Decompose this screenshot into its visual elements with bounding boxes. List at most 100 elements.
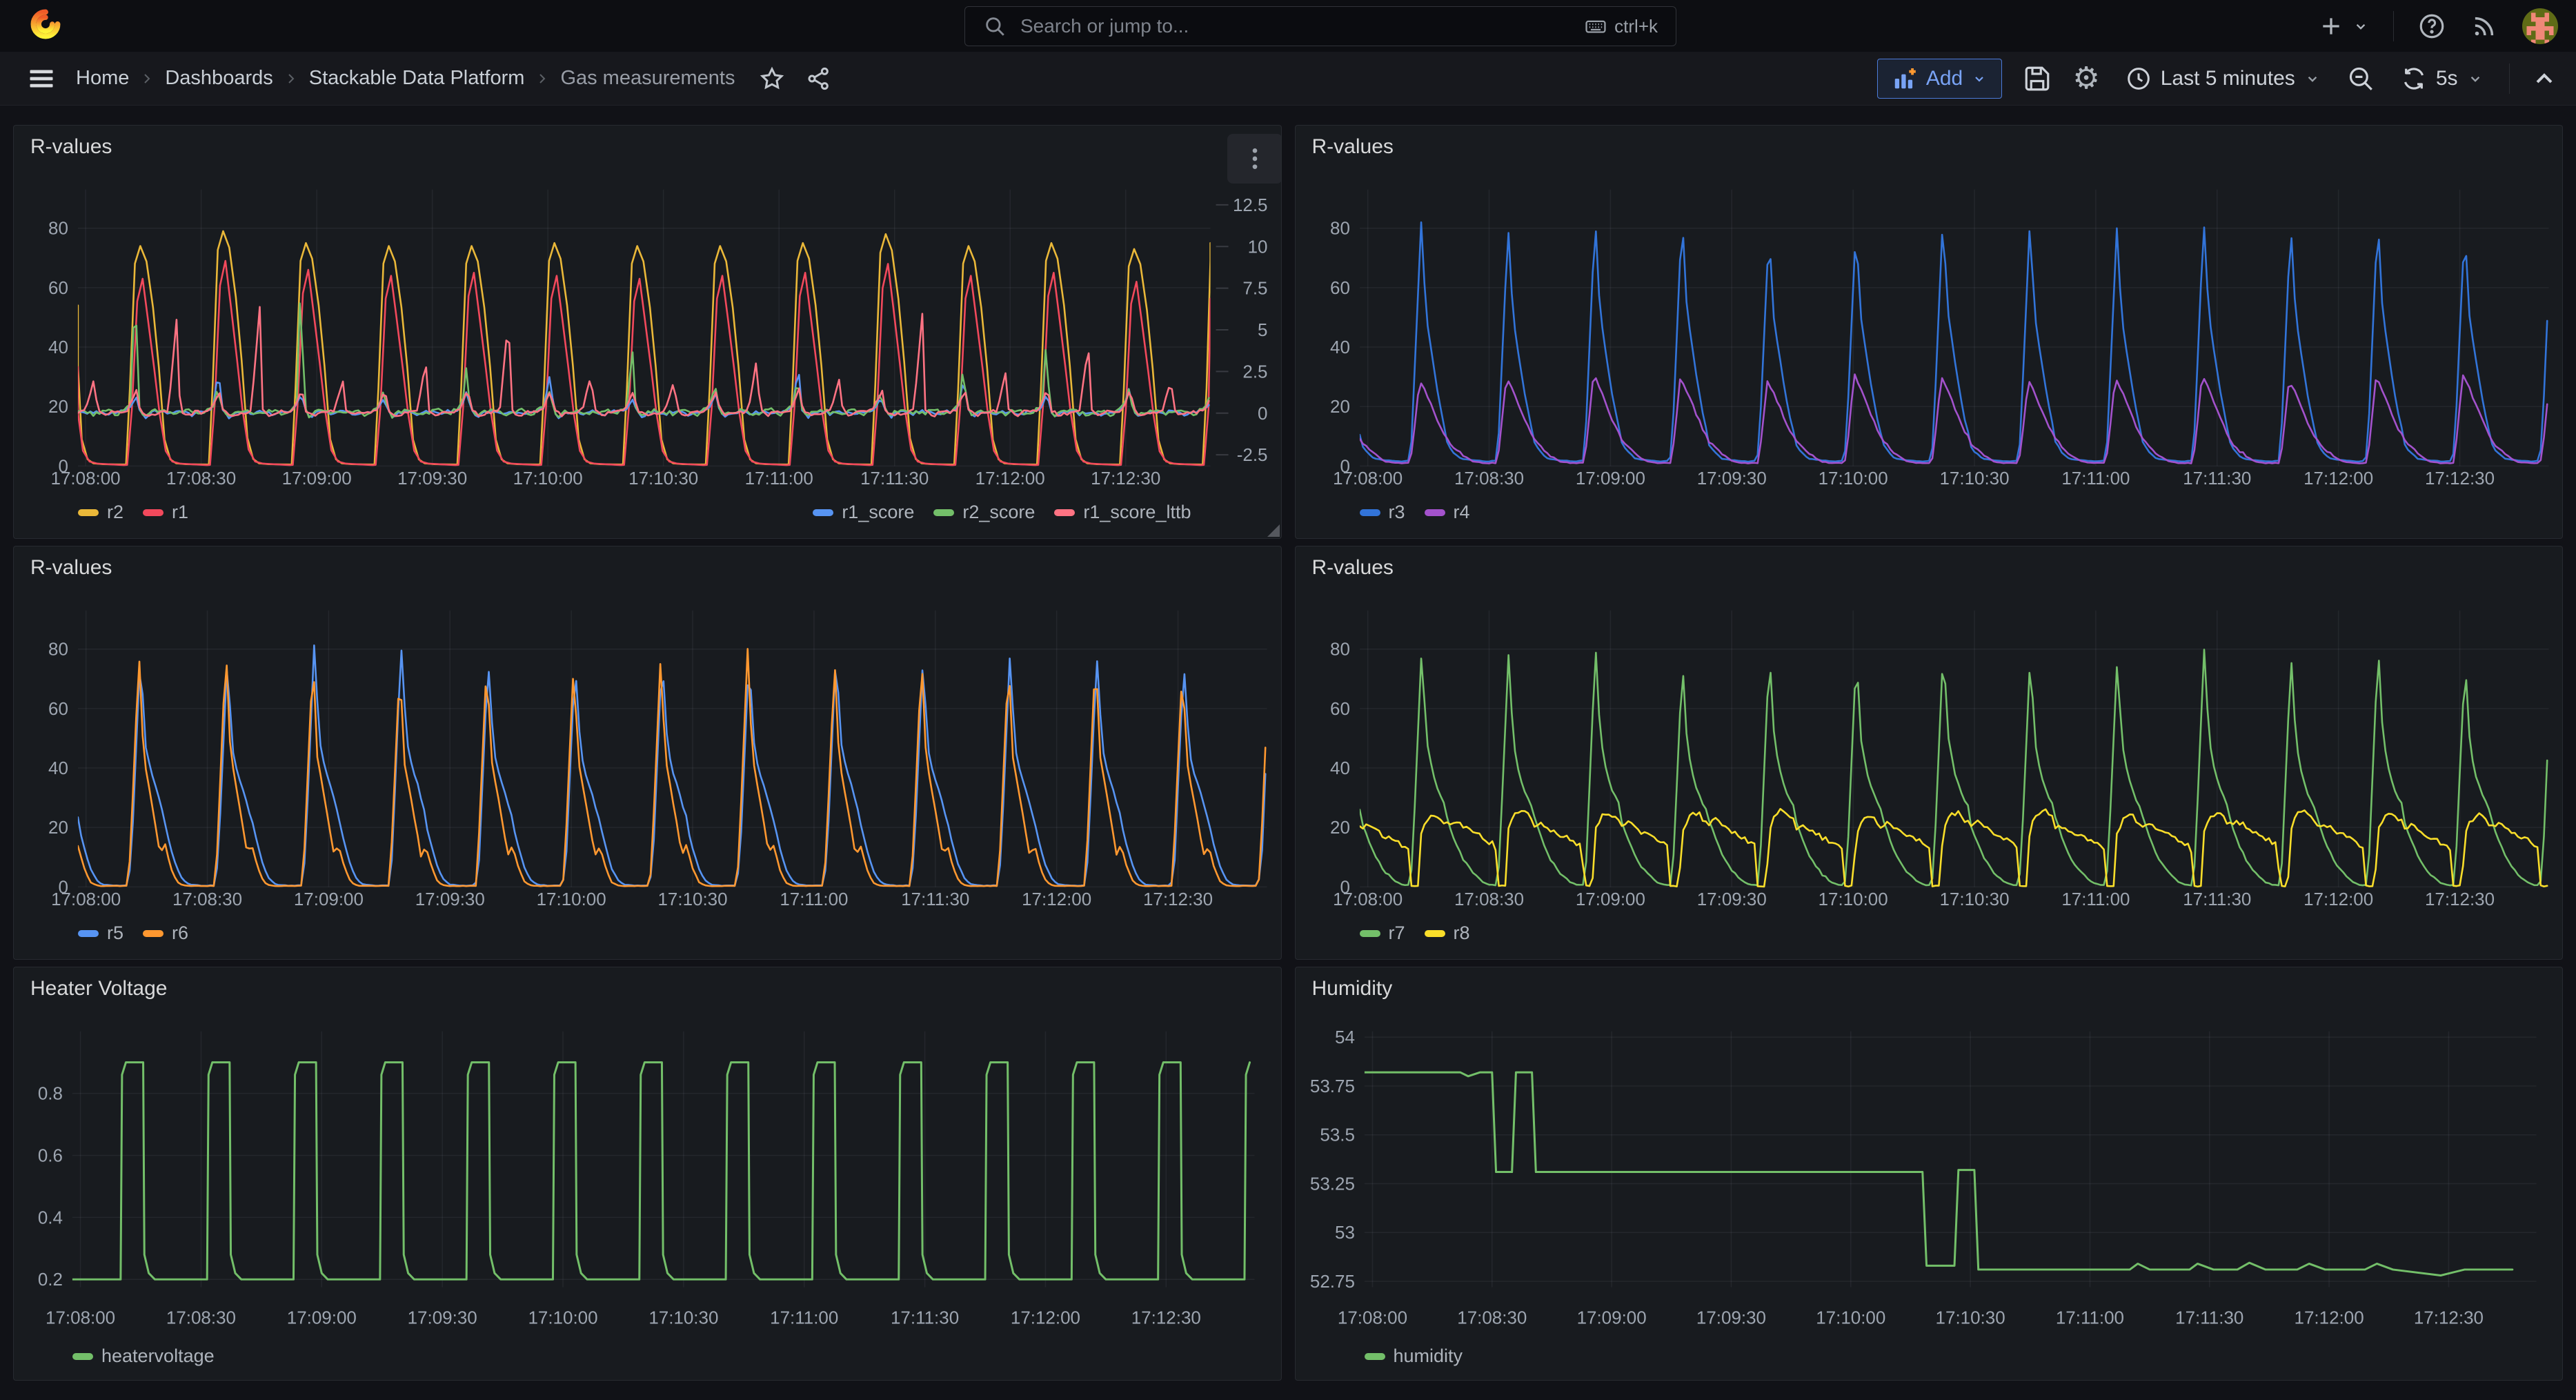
y-tick-label: 0.6: [38, 1146, 63, 1165]
y-tick-label: 80: [1330, 640, 1350, 660]
panel-title[interactable]: Humidity: [1311, 977, 1393, 1000]
shortcut-hint: ctrl+k: [1584, 14, 1658, 38]
legend-item-r3[interactable]: r3: [1359, 502, 1405, 523]
legend-item-heatervoltage[interactable]: heatervoltage: [72, 1345, 215, 1367]
time-series-plot[interactable]: 17:08:00 17:08:30 17:09:00 17:09:30 17:10:00…: [14, 126, 1281, 538]
legend-label: r6: [172, 923, 189, 943]
time-series-plot[interactable]: 17:08:00 17:08:30 17:09:00 17:09:30 17:10:00…: [14, 546, 1281, 959]
legend-item-r7[interactable]: r7: [1359, 923, 1405, 944]
right-y-tick-label: 0: [1258, 404, 1267, 424]
legend-item-r1_score_lttb[interactable]: r1_score_lttb: [1054, 502, 1191, 523]
panel-title[interactable]: Heater Voltage: [30, 977, 168, 1000]
breadcrumb-folder[interactable]: Stackable Data Platform: [308, 67, 525, 89]
legend-item-humidity[interactable]: humidity: [1364, 1345, 1463, 1367]
x-tick-label: 17:11:00: [2061, 890, 2130, 909]
legend: r5 r6: [78, 923, 1267, 944]
panel-title[interactable]: R-values: [1311, 556, 1394, 579]
zoom-out-button[interactable]: [2346, 64, 2375, 93]
y-tick-label: 40: [48, 759, 68, 778]
right-y-tick-label: 10: [1248, 237, 1268, 257]
share-icon: [808, 67, 829, 90]
panel-resize-handle[interactable]: [1267, 524, 1280, 537]
legend-item-r6[interactable]: r6: [143, 923, 188, 944]
legend-swatch: [933, 509, 955, 516]
panel-title[interactable]: R-values: [30, 135, 112, 158]
y-tick-label: 53.75: [1309, 1077, 1354, 1096]
x-tick-label: 17:10:30: [1939, 890, 2009, 909]
legend-item-r1[interactable]: r1: [143, 502, 188, 523]
global-search: ctrl+k: [964, 6, 1676, 46]
panel-title[interactable]: R-values: [30, 556, 112, 579]
news-rss-button[interactable]: [2470, 12, 2499, 41]
legend: humidity: [1364, 1345, 2537, 1367]
y-tick-label: 0: [1340, 457, 1349, 476]
time-series-plot[interactable]: 17:08:00 17:08:30 17:09:00 17:09:30 17:10:00…: [14, 967, 1281, 1380]
time-range-picker[interactable]: Last 5 minutes: [2121, 64, 2326, 93]
zoom-out-icon: [2349, 67, 2372, 90]
panel-r-values-1: R-values 17:08:00 17:08:30 17:09:00 17:09:3…: [13, 125, 1282, 539]
breadcrumb: Home Dashboards Stackable Data Platform …: [76, 67, 735, 90]
legend-swatch: [78, 509, 99, 516]
avatar[interactable]: [2522, 8, 2558, 44]
series-r7: [1359, 649, 2548, 887]
refresh-picker[interactable]: 5s: [2396, 64, 2488, 93]
x-tick-label: 17:10:30: [1939, 469, 2009, 489]
divider: [2392, 10, 2394, 41]
chevron-up-icon: [2536, 72, 2553, 83]
star-icon: [760, 66, 784, 89]
search-input[interactable]: [1019, 14, 1585, 38]
time-series-plot[interactable]: 17:08:00 17:08:30 17:09:00 17:09:30 17:10:00…: [1296, 967, 2563, 1380]
grafana-logo-icon[interactable]: [26, 5, 65, 47]
y-tick-label: 20: [1330, 818, 1350, 838]
panel-r-values-2: R-values 17:08:00 17:08:30 17:09:00 17:09:3…: [1294, 125, 2563, 539]
legend-swatch: [72, 1352, 93, 1360]
legend-swatch: [78, 929, 99, 937]
add-panel-button[interactable]: Add: [1876, 58, 2003, 99]
legend-label: humidity: [1393, 1345, 1463, 1366]
breadcrumb-home[interactable]: Home: [76, 67, 130, 89]
hamburger-icon: [30, 70, 53, 87]
x-tick-label: 17:10:00: [537, 890, 606, 909]
legend-item-r2_score[interactable]: r2_score: [933, 502, 1035, 523]
series-r6: [77, 648, 1267, 887]
dashboard-settings-button[interactable]: ⚙: [2072, 63, 2099, 94]
x-tick-label: 17:12:00: [2303, 890, 2373, 909]
time-series-plot[interactable]: 17:08:00 17:08:30 17:09:00 17:09:30 17:10:00…: [1296, 546, 2563, 959]
panel-menu-button[interactable]: [1227, 134, 1281, 184]
x-tick-label: 17:09:00: [287, 1308, 357, 1328]
legend-item-r5[interactable]: r5: [78, 923, 123, 944]
favorite-star-button[interactable]: [758, 65, 786, 92]
collapse-toolbar-button[interactable]: [2530, 65, 2558, 92]
legend-item-r4[interactable]: r4: [1424, 502, 1470, 523]
x-tick-label: 17:08:30: [1454, 890, 1523, 909]
chevron-right-icon: [139, 70, 155, 87]
x-tick-label: 17:09:00: [282, 469, 352, 489]
legend-item-r2[interactable]: r2: [78, 502, 123, 523]
panel-r-values-3: R-values 17:08:00 17:08:30 17:09:00 17:09:3…: [13, 546, 1282, 960]
legend-item-r1_score[interactable]: r1_score: [813, 502, 914, 523]
y-tick-label: 0: [1340, 878, 1349, 897]
panel-title[interactable]: R-values: [1311, 135, 1394, 158]
save-dashboard-button[interactable]: [2023, 64, 2052, 93]
legend-label: r1: [172, 502, 189, 522]
series-r8: [1359, 808, 2548, 888]
x-tick-label: 17:12:30: [1091, 469, 1160, 489]
legend-label: r1_score_lttb: [1083, 502, 1191, 522]
panel-r-values-4: R-values 17:08:00 17:08:30 17:09:00 17:09:3…: [1294, 546, 2563, 960]
share-button[interactable]: [805, 65, 833, 92]
y-tick-label: 60: [1330, 700, 1350, 719]
x-tick-label: 17:11:30: [2183, 890, 2251, 909]
plus-icon: [2322, 17, 2339, 34]
new-button[interactable]: [2317, 12, 2370, 40]
x-tick-label: 17:12:00: [2294, 1308, 2364, 1328]
breadcrumb-dashboards[interactable]: Dashboards: [165, 67, 273, 89]
x-tick-label: 17:11:30: [860, 469, 929, 489]
x-tick-label: 17:10:00: [528, 1308, 597, 1328]
help-button[interactable]: [2417, 12, 2446, 41]
x-tick-label: 17:12:00: [975, 469, 1045, 489]
x-tick-label: 17:10:00: [1818, 890, 1888, 909]
legend-item-r8[interactable]: r8: [1424, 923, 1470, 944]
mega-menu-button[interactable]: [26, 63, 57, 94]
y-tick-label: 80: [48, 640, 68, 660]
time-series-plot[interactable]: 17:08:00 17:08:30 17:09:00 17:09:30 17:10:00…: [1296, 126, 2563, 538]
